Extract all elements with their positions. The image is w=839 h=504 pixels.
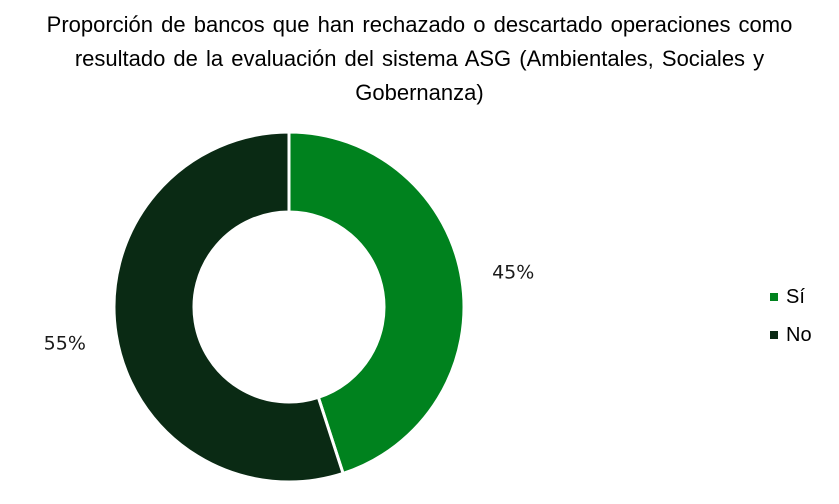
legend-label-si: Sí [786,285,805,308]
legend-label-no: No [786,323,812,346]
legend: Sí No [770,278,812,354]
legend-swatch-no [770,331,778,339]
donut-slices [112,130,466,484]
legend-item-no: No [770,316,812,354]
legend-swatch-si [770,293,778,301]
slice-no [112,130,345,484]
chart-title: Proporción de bancos que han rechazado o… [46,12,793,105]
data-label-no: 55% [44,333,86,355]
slice-si [287,130,466,476]
legend-item-si: Sí [770,278,812,316]
data-label-si: 45% [492,261,534,283]
data-labels: 45% 55% [44,261,535,354]
